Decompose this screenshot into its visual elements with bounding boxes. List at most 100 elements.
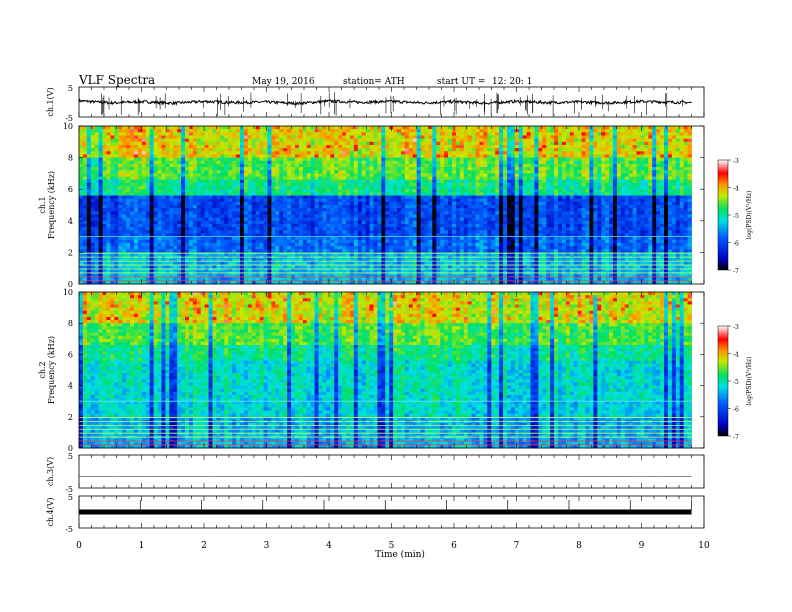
spectrogram-cell xyxy=(444,173,449,177)
spectrogram-cell xyxy=(448,186,453,190)
spectrogram-cell xyxy=(302,179,308,184)
spectrogram-cell xyxy=(86,220,92,225)
spectrogram-cell xyxy=(298,195,304,200)
spectrogram-cell xyxy=(632,167,637,171)
spectrogram-cell xyxy=(141,141,147,146)
spectrogram-cell xyxy=(656,208,661,212)
spectrogram-cell xyxy=(679,211,685,215)
spectrogram-cell xyxy=(632,198,637,203)
spectrogram-cell xyxy=(220,211,225,215)
spectrogram-cell xyxy=(177,135,182,140)
spectrogram-cell xyxy=(243,148,249,152)
spectrogram-cell xyxy=(640,141,645,146)
spectrogram-cell xyxy=(408,192,414,196)
spectrogram-cell xyxy=(90,186,96,190)
spectrogram-cell xyxy=(585,157,590,162)
spectrogram-cell xyxy=(452,192,457,196)
spectrogram-cell xyxy=(400,148,406,152)
spectrogram-cell xyxy=(593,192,598,196)
spectrogram-cell xyxy=(334,163,339,168)
spectrogram-cell xyxy=(357,144,363,149)
spectrogram-cell xyxy=(542,205,547,209)
spectrogram-cell xyxy=(353,157,359,162)
spectrogram-cell xyxy=(609,129,614,133)
spectrogram-cell xyxy=(483,217,488,222)
spectrogram-cell xyxy=(251,179,257,184)
spectrogram-cell xyxy=(133,129,139,133)
spectrogram-cell xyxy=(452,138,457,143)
spectrogram-cell xyxy=(436,189,441,193)
spectrogram-cell xyxy=(349,154,355,158)
spectrogram-cell xyxy=(452,211,457,215)
spectrogram-cell xyxy=(196,160,202,165)
spectrogram-cell xyxy=(522,182,527,187)
spectrogram-cell xyxy=(518,160,524,165)
spectrogram-cell xyxy=(448,198,453,203)
spectrogram-cell xyxy=(271,217,276,222)
spectrogram-cell xyxy=(499,157,504,162)
spectrogram-cell xyxy=(118,173,123,177)
spectrogram-cell xyxy=(345,126,351,130)
spectrogram-cell xyxy=(239,201,245,206)
spectrogram-cell xyxy=(597,211,602,215)
spectrogram-cell xyxy=(122,129,127,133)
spectrogram-cell xyxy=(499,205,504,209)
spectrogram-cell xyxy=(420,141,425,146)
spectrogram-cell xyxy=(365,141,370,146)
spectrogram-cell xyxy=(609,217,614,222)
spectrogram-cell xyxy=(400,217,406,222)
spectrogram-cell xyxy=(671,201,677,206)
spectrogram-cell xyxy=(310,182,315,187)
spectrogram-cell xyxy=(581,214,586,219)
spectrogram-cell xyxy=(597,208,602,212)
spectrogram-cell xyxy=(636,138,641,143)
spectrogram-cell xyxy=(287,217,292,222)
spectrogram-cell xyxy=(499,186,504,190)
spectrogram-cell xyxy=(338,195,343,200)
spectrogram-cell xyxy=(302,220,308,225)
spectrogram-cell xyxy=(687,205,692,209)
spectrogram-cell xyxy=(412,186,418,190)
spectrogram-cell xyxy=(636,173,641,177)
spectrogram-cell xyxy=(338,167,343,171)
spectrogram-cell xyxy=(188,186,194,190)
spectrogram-cell xyxy=(581,186,586,190)
spectrogram-cell xyxy=(565,148,571,152)
spectrogram-cell xyxy=(620,126,626,130)
spectrogram-cell xyxy=(569,201,575,206)
spectrogram-cell xyxy=(90,135,96,140)
spectrogram-cell xyxy=(243,205,249,209)
spectrogram-cell xyxy=(459,135,465,140)
spectrogram-cell xyxy=(624,214,630,219)
spectrogram-cell xyxy=(185,195,190,200)
spectrogram-cell xyxy=(448,148,453,152)
spectrogram-cell xyxy=(471,135,476,140)
spectrogram-cell xyxy=(361,201,367,206)
spectrogram-cell xyxy=(118,220,123,225)
spectrogram-cell xyxy=(467,201,473,206)
spectrogram-cell xyxy=(542,135,547,140)
spectrogram-cell xyxy=(255,154,261,158)
spectrogram-cell xyxy=(671,205,677,209)
spectrogram-cell xyxy=(326,167,331,171)
spectrogram-cell xyxy=(589,198,594,203)
spectrogram-cell xyxy=(239,195,245,200)
spectrogram-cell xyxy=(683,160,688,165)
spectrogram-cell xyxy=(597,179,602,184)
spectrogram-cell xyxy=(357,138,363,143)
spectrogram-cell xyxy=(169,132,174,136)
spectrogram-cell xyxy=(632,138,637,143)
spectrogram-cell xyxy=(86,144,92,149)
spectrogram-cell xyxy=(291,160,296,165)
spectrogram-cell xyxy=(236,135,241,140)
spectrogram-cell xyxy=(243,211,249,215)
spectrogram-cell xyxy=(471,205,476,209)
spectrogram-cell xyxy=(648,157,653,162)
spectrogram-cell xyxy=(98,160,103,165)
spectrogram-cell xyxy=(636,135,641,140)
spectrogram-cell xyxy=(471,163,476,168)
spectrogram-cell xyxy=(440,189,445,193)
spectrogram-cell xyxy=(247,214,253,219)
spectrogram-cell xyxy=(609,132,614,136)
spectrogram-cell xyxy=(165,157,170,162)
